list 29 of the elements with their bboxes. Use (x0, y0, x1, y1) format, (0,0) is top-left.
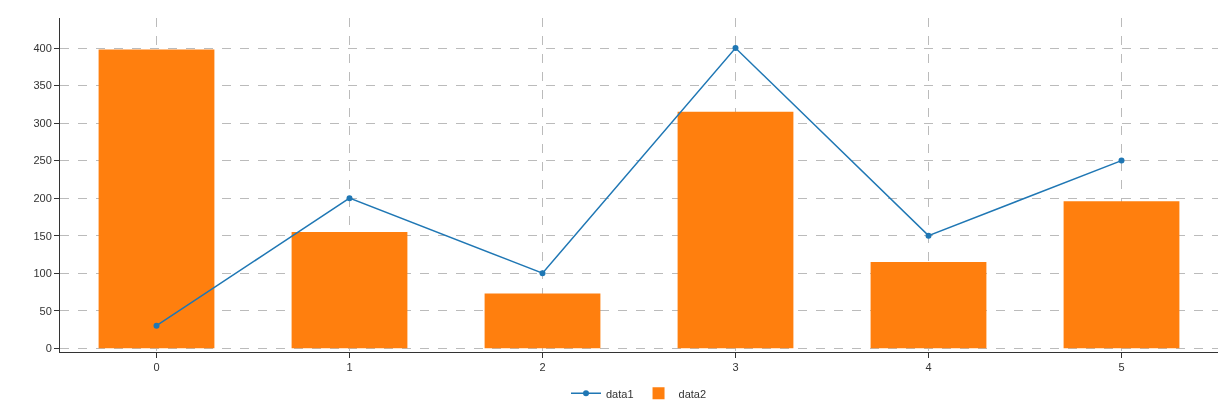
legend-label: data2 (678, 387, 707, 400)
bar (98, 49, 215, 349)
point (153, 322, 160, 329)
x-tick-label: 1 (346, 361, 353, 374)
bar (677, 111, 794, 349)
bar (1063, 201, 1180, 349)
y-tick-label: 200 (33, 191, 52, 204)
bar (291, 231, 408, 349)
point (539, 270, 546, 277)
x-tick-label: 0 (153, 361, 160, 374)
x-tick-label: 5 (1118, 361, 1125, 374)
x-tick-label: 3 (732, 361, 739, 374)
bar (484, 293, 601, 349)
y-tick-label: 100 (33, 267, 52, 280)
y-tick-label: 400 (33, 41, 52, 54)
point (732, 45, 739, 52)
y-tick-label: 350 (33, 79, 52, 92)
point (346, 195, 353, 202)
y-tick-label: 150 (33, 229, 52, 242)
y-tick-label: 250 (33, 154, 52, 167)
y-tick-label: 0 (45, 342, 52, 355)
bar (870, 261, 987, 349)
x-tick-label: 4 (925, 361, 932, 374)
legend-label: data1 (606, 387, 634, 400)
point (1118, 157, 1125, 164)
y-tick-label: 50 (39, 304, 52, 317)
y-tick-label: 300 (33, 116, 52, 129)
x-tick-label: 2 (539, 361, 546, 374)
point (925, 232, 932, 239)
